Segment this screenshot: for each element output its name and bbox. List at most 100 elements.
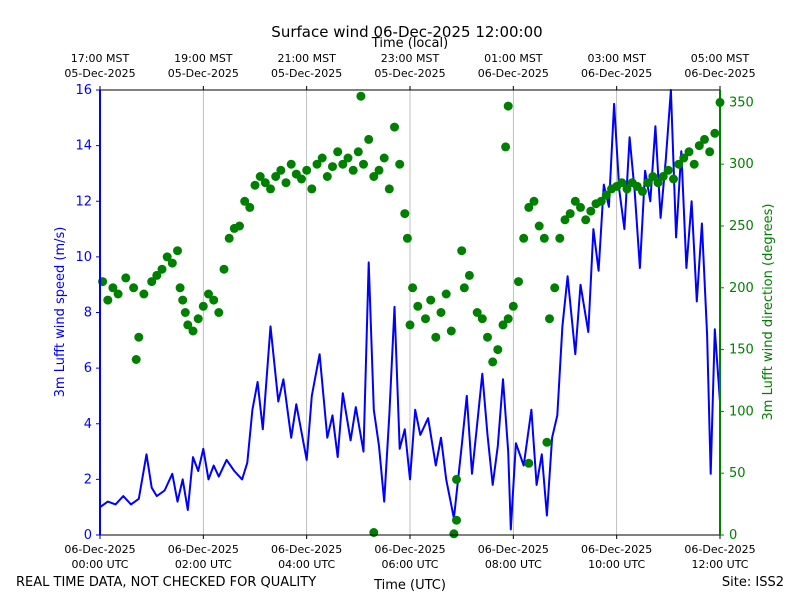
wind-direction-point [312, 159, 322, 169]
wind-direction-point [700, 134, 709, 144]
wind-direction-point [596, 196, 606, 206]
wind-direction-point [204, 289, 213, 299]
wind-direction-point [539, 233, 549, 243]
wind-direction-point [524, 202, 534, 212]
left-tick-label: 8 [84, 306, 92, 321]
wind-direction-point [271, 172, 281, 181]
wind-direction-point [266, 184, 275, 194]
top-tick-time: 17:00 MST [71, 52, 130, 65]
wind-direction-point [679, 153, 689, 163]
top-tick-date: 06-Dec-2025 [684, 67, 755, 80]
bottom-tick-time: 02:00 UTC [175, 558, 232, 571]
wind-direction-point [369, 172, 379, 181]
wind-direction-point [519, 233, 529, 243]
quality-disclaimer: REAL TIME DATA, NOT CHECKED FOR QUALITY [16, 575, 317, 590]
wind-direction-point [459, 283, 469, 293]
wind-direction-point [395, 159, 405, 169]
wind-direction-point [121, 273, 131, 283]
wind-direction-point [503, 314, 513, 324]
wind-direction-point [178, 295, 188, 305]
wind-direction-point [529, 196, 539, 206]
wind-direction-point [260, 178, 270, 188]
wind-direction-point [173, 246, 182, 256]
wind-direction-point [648, 172, 658, 181]
wind-direction-point [113, 289, 123, 299]
left-axis-label: 3m Lufft wind speed (m/s) [53, 227, 68, 398]
wind-direction-point [108, 283, 118, 293]
wind-speed-line [99, 89, 721, 531]
wind-direction-point [250, 180, 260, 190]
wind-direction-point [390, 122, 399, 132]
left-tick-label: 4 [84, 417, 92, 432]
wind-direction-point [317, 153, 327, 163]
wind-direction-point [338, 159, 348, 169]
top-tick-date: 06-Dec-2025 [478, 67, 549, 80]
wind-direction-point [488, 357, 498, 367]
wind-direction-point [157, 264, 167, 274]
wind-direction-point [183, 320, 193, 330]
wind-direction-point [503, 101, 513, 111]
right-tick-label: 50 [729, 466, 746, 481]
top-tick-time: 05:00 MST [691, 52, 750, 65]
wind-direction-point [369, 528, 379, 537]
wind-direction-point [219, 264, 229, 274]
wind-direction-point [405, 320, 415, 330]
wind-direction-point [364, 134, 374, 144]
wind-direction-point [501, 142, 511, 152]
wind-direction-point [581, 215, 591, 225]
bottom-axis-label: Time (UTC) [373, 578, 446, 593]
wind-direction-point [400, 209, 410, 219]
wind-direction-point [542, 437, 552, 447]
wind-direction-point [617, 178, 627, 188]
wind-direction-point [570, 196, 580, 206]
right-axis-label: 3m Lufft wind direction (degrees) [761, 204, 776, 421]
wind-direction-point [493, 345, 503, 355]
site-label: Site: ISS2 [721, 575, 784, 590]
top-tick-date: 06-Dec-2025 [581, 67, 652, 80]
wind-direction-point [384, 184, 394, 194]
chart-title: Surface wind 06-Dec-2025 12:00:00 [271, 23, 542, 41]
wind-direction-point [477, 314, 487, 324]
wind-direction-point [255, 172, 265, 181]
wind-direction-point [534, 221, 544, 231]
bottom-tick-date: 06-Dec-2025 [374, 543, 445, 556]
wind-direction-point [452, 515, 461, 525]
series-layer [98, 89, 725, 539]
wind-direction-point [359, 159, 368, 169]
wind-direction-point [638, 186, 647, 196]
wind-direction-point [705, 147, 715, 157]
left-tick-label: 0 [84, 528, 92, 543]
wind-direction-point [134, 332, 144, 342]
wind-direction-point [669, 174, 678, 184]
wind-direction-point [674, 159, 684, 169]
wind-direction-point [586, 206, 596, 216]
wind-direction-point [472, 308, 482, 317]
bottom-tick-time: 10:00 UTC [588, 558, 645, 571]
wind-direction-point [514, 277, 523, 287]
top-tick-time: 03:00 MST [587, 52, 646, 65]
wind-direction-point [658, 172, 668, 181]
wind-direction-point [464, 270, 474, 280]
wind-direction-point [356, 91, 366, 101]
wind-direction-point [710, 128, 720, 138]
wind-direction-point [663, 165, 673, 175]
bottom-tick-date: 06-Dec-2025 [478, 543, 549, 556]
wind-direction-point [555, 233, 565, 243]
bottom-tick-date: 06-Dec-2025 [271, 543, 342, 556]
wind-direction-point [302, 165, 312, 175]
wind-direction-point [689, 159, 699, 169]
wind-direction-point [328, 162, 337, 172]
wind-direction-point [457, 246, 467, 256]
right-tick-label: 200 [729, 281, 754, 296]
bottom-tick-time: 12:00 UTC [691, 558, 748, 571]
grid-layer [202, 90, 618, 535]
wind-direction-point [622, 184, 632, 194]
wind-direction-point [498, 320, 508, 330]
wind-direction-point [147, 277, 157, 287]
top-tick-time: 19:00 MST [174, 52, 233, 65]
wind-direction-point [446, 326, 456, 336]
right-tick-label: 300 [729, 157, 754, 172]
wind-direction-point [167, 258, 177, 268]
wind-direction-point [545, 314, 554, 324]
wind-direction-point [245, 202, 255, 212]
